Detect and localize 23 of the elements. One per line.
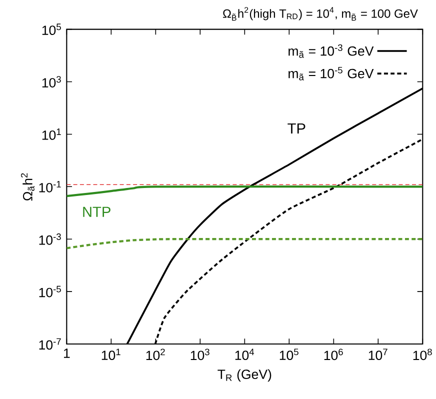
y-tick-label: 10$^{3}$ xyxy=(42,76,61,88)
chart-title: Ω$_{B̃}$h$^{2}$(high T$_{RD}$) = 10$^{4}$, m$_{B̃}$ = 100 GeV xyxy=(223,7,418,21)
x-tick-label: 10$^{7}$ xyxy=(368,348,388,360)
y-tick-label: 10$^{-1}$ xyxy=(39,181,61,193)
x-tick-label: 10$^{3}$ xyxy=(190,348,210,360)
x-tick-label: 1 xyxy=(64,348,70,358)
annotation: TP xyxy=(288,124,306,134)
y-tick-label: 10$^{-5}$ xyxy=(39,286,61,298)
y-tick-label: 10$^{-7}$ xyxy=(39,338,61,350)
x-tick-label: 10$^{5}$ xyxy=(280,348,298,360)
y-tick-label: 10$^{-3}$ xyxy=(39,234,61,245)
legend-label: m$_{ã}$ = 10$^{-3}$ GeV xyxy=(288,44,374,58)
x-axis-title: T$_{R}$ (GeV) xyxy=(218,369,272,382)
x-tick-label: 10$^{2}$ xyxy=(146,348,165,360)
x-tick-label: 10$^{1}$ xyxy=(102,348,120,360)
x-tick-label: 10$^{8}$ xyxy=(413,348,432,360)
y-axis-title: Ω$_{ã}$h$^{2}$ xyxy=(20,173,34,201)
y-tick-label: 10$^{1}$ xyxy=(42,128,61,140)
x-tick-label: 10$^{6}$ xyxy=(324,348,343,360)
y-tick-label: 10$^{5}$ xyxy=(42,24,61,36)
legend-label: m$_{ã}$ = 10$^{-5}$ GeV xyxy=(288,67,374,81)
annotation: NTP xyxy=(83,206,110,218)
x-tick-label: 10$^{4}$ xyxy=(235,348,254,360)
